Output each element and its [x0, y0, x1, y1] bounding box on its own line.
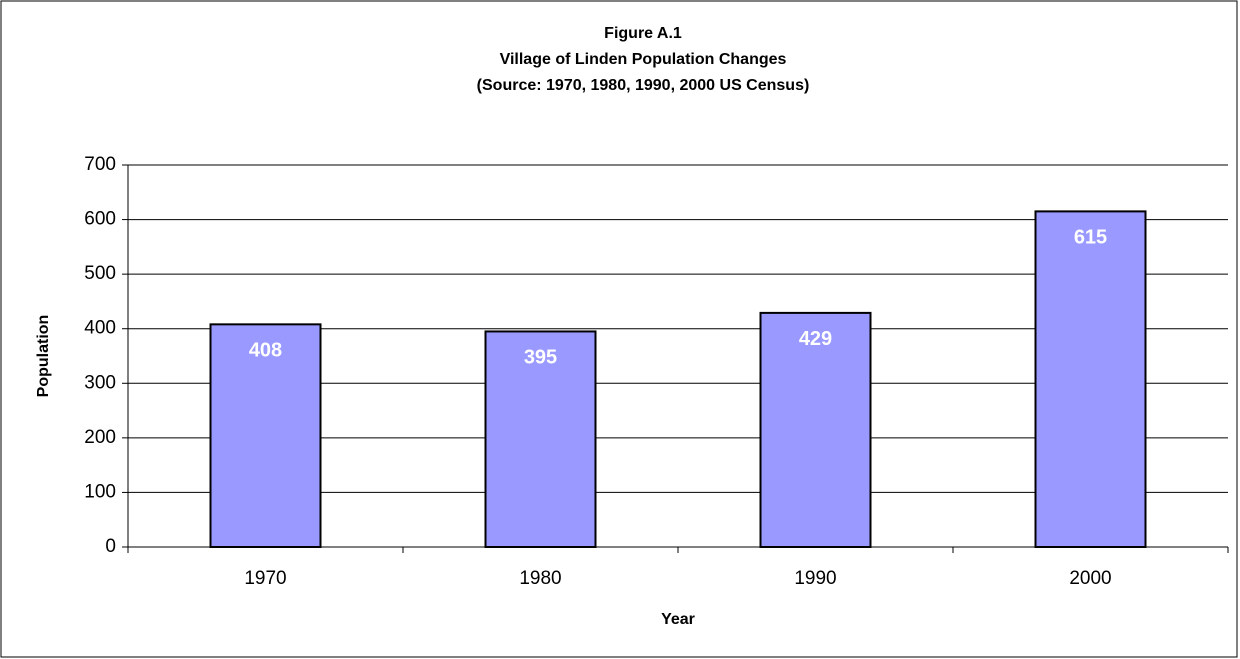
y-tick-label: 200	[84, 427, 116, 448]
bar	[1034, 210, 1147, 548]
data-label: 395	[524, 347, 557, 369]
y-axis-title: Population	[35, 315, 52, 398]
y-tick-label: 0	[105, 536, 116, 557]
x-tick-label: 1980	[519, 568, 561, 589]
x-tick-label: 1970	[244, 568, 286, 589]
y-tick-label: 600	[84, 209, 116, 230]
y-tick-label: 400	[84, 318, 116, 339]
data-label: 615	[1074, 227, 1107, 249]
y-tick-label: 300	[84, 372, 116, 393]
x-tick-label: 2000	[1069, 568, 1111, 589]
y-tick-label: 100	[84, 481, 116, 502]
chart-title: (Source: 1970, 1980, 1990, 2000 US Censu…	[477, 77, 810, 94]
x-axis-title: Year	[661, 611, 695, 628]
bar	[484, 330, 597, 549]
y-tick-label: 500	[84, 263, 116, 284]
y-tick-label: 700	[84, 154, 116, 175]
chart-title: Figure A.1	[604, 25, 682, 42]
bar	[209, 323, 322, 548]
bar	[759, 311, 872, 549]
data-label: 429	[799, 328, 832, 350]
data-label: 408	[249, 340, 282, 362]
chart-title: Village of Linden Population Changes	[500, 51, 787, 68]
x-tick-label: 1990	[794, 568, 836, 589]
